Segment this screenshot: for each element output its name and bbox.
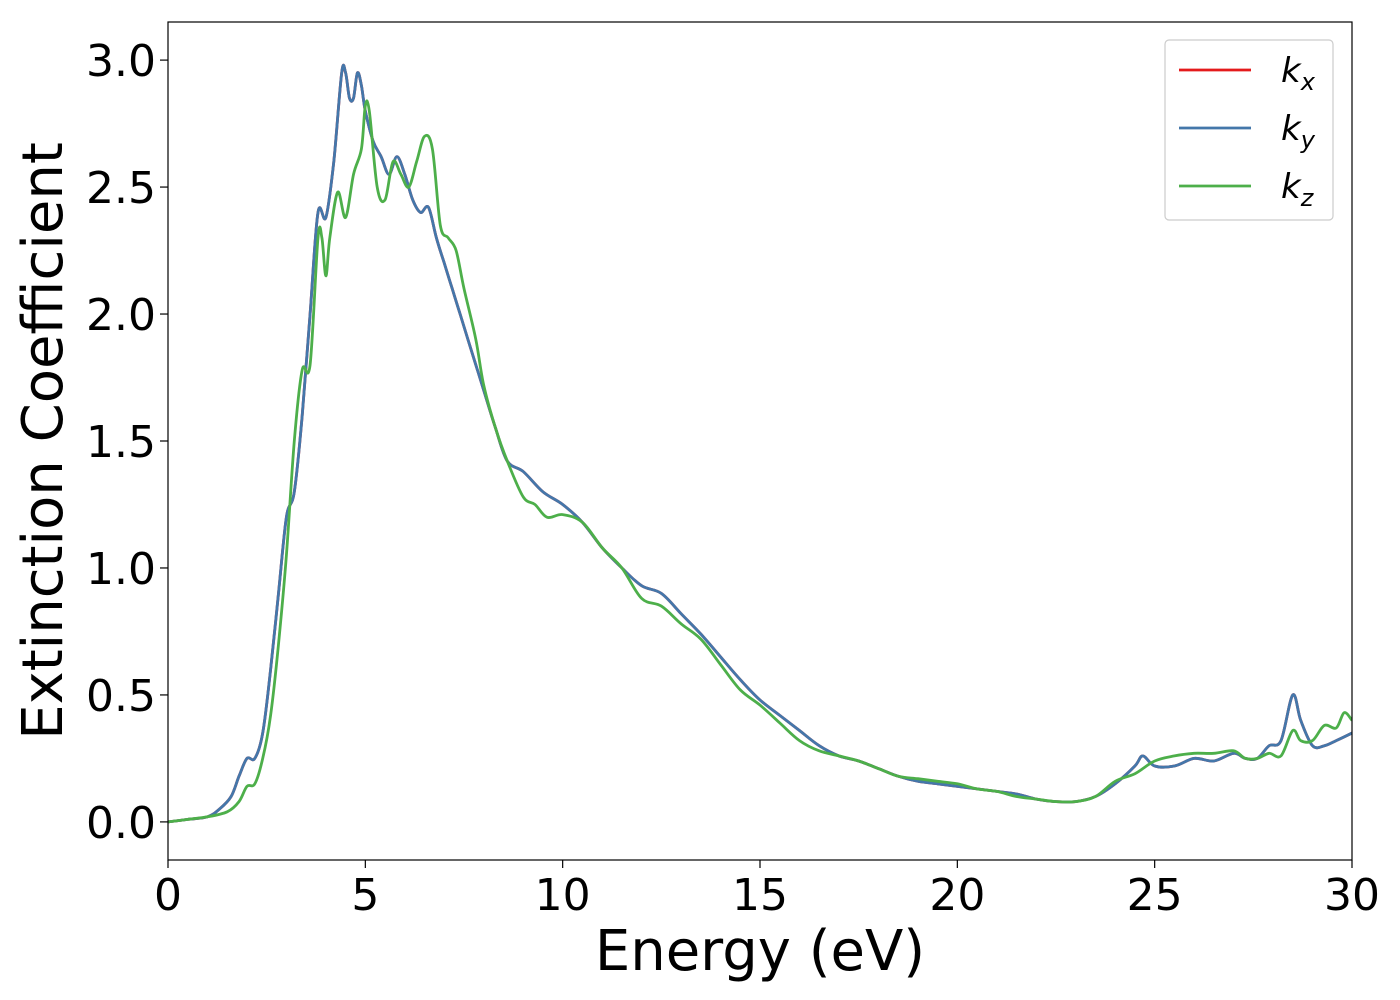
x-tick-label: 30 — [1324, 870, 1380, 921]
x-axis-title: Energy (eV) — [595, 919, 925, 984]
series-line-ky — [168, 63, 1352, 824]
y-tick-label: 2.0 — [86, 290, 156, 341]
x-axis: 0 5 10 15 20 25 30 — [154, 860, 1380, 921]
y-tick-label: 1.0 — [86, 544, 156, 595]
legend: kx ky kz — [1164, 39, 1334, 221]
y-axis: 0.0 0.5 1.0 1.5 2.0 2.5 3.0 — [86, 36, 168, 849]
x-tick-label: 10 — [535, 870, 591, 921]
legend-label-kz: kz — [1281, 167, 1315, 212]
series-layer — [168, 63, 1352, 824]
legend-box — [1164, 39, 1334, 221]
x-tick-label: 5 — [351, 870, 379, 921]
legend-label-ky: ky — [1281, 109, 1316, 154]
x-tick-label: 15 — [732, 870, 788, 921]
y-tick-label: 0.5 — [86, 671, 156, 722]
x-tick-label: 20 — [929, 870, 985, 921]
y-tick-label: 0.0 — [86, 798, 156, 849]
legend-label-kx: kx — [1281, 51, 1316, 96]
y-tick-label: 3.0 — [86, 36, 156, 87]
y-tick-label: 1.5 — [86, 417, 156, 468]
y-tick-label: 2.5 — [86, 163, 156, 214]
series-line-kz — [168, 99, 1352, 824]
x-tick-label: 0 — [154, 870, 182, 921]
y-axis-title: Extinction Coefficient — [11, 142, 76, 740]
x-tick-label: 25 — [1127, 870, 1183, 921]
